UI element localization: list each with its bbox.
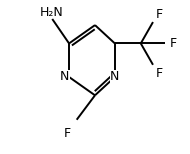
Text: N: N — [60, 71, 69, 83]
Text: F: F — [156, 67, 163, 80]
Text: F: F — [170, 37, 177, 50]
Text: H₂N: H₂N — [40, 6, 64, 19]
Text: F: F — [64, 127, 71, 140]
Text: F: F — [156, 8, 163, 21]
Text: N: N — [110, 71, 120, 83]
